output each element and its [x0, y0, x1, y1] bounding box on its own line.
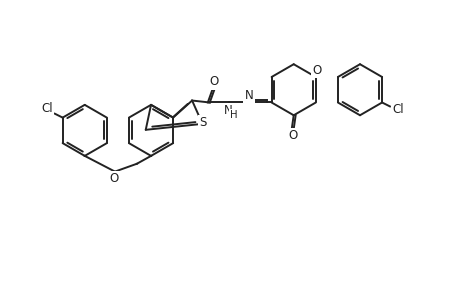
Text: Cl: Cl — [41, 102, 53, 115]
Text: O: O — [312, 64, 321, 76]
Text: S: S — [198, 116, 206, 129]
Text: O: O — [287, 129, 297, 142]
Text: N: N — [224, 104, 232, 117]
Text: O: O — [209, 75, 218, 88]
Text: O: O — [109, 172, 118, 185]
Text: N: N — [244, 89, 253, 102]
Text: Cl: Cl — [391, 103, 403, 116]
Text: H: H — [229, 110, 236, 120]
